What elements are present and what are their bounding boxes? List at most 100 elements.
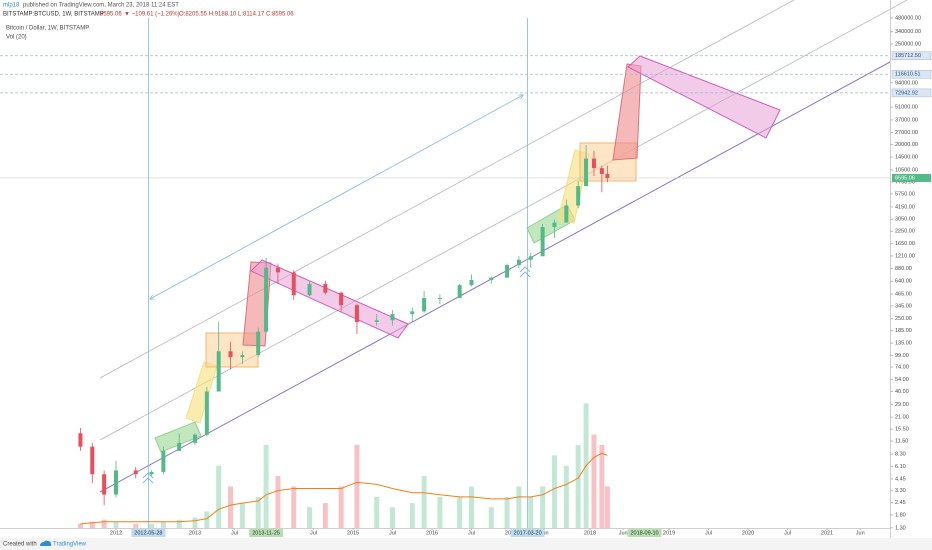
- candle-body: [90, 446, 95, 475]
- y-tick-label: 10500.00: [895, 167, 918, 173]
- candle-body: [177, 442, 182, 451]
- x-tick-label: 2013: [189, 530, 201, 536]
- ohlc: O:8205.55 H:9188.10 L:8114.17 C:8595.06: [179, 12, 294, 18]
- date-label: 2017-03-20: [514, 530, 542, 536]
- volume-bar: [604, 486, 610, 528]
- date-label: 2013-11-25: [252, 530, 280, 536]
- volume-bar: [160, 521, 166, 528]
- volume-bar: [504, 496, 510, 528]
- date-label: 2018-09-10: [630, 530, 658, 536]
- y-tick-label: 15.50: [895, 427, 909, 433]
- volume-bar: [192, 517, 198, 528]
- volume-bar: [89, 521, 95, 528]
- change: ▼ −109.61 (−1.26%): [124, 12, 180, 18]
- candle-body: [591, 158, 596, 169]
- y-tick-label: 4150.00: [895, 204, 915, 210]
- candle-body: [528, 256, 533, 260]
- candle-body: [113, 470, 118, 495]
- volume-bar: [421, 476, 427, 528]
- volume-bar: [409, 503, 415, 528]
- x-tick-label: Jun: [856, 530, 865, 536]
- y-tick-label: 340000.00: [895, 29, 921, 35]
- last-price-label-bg: [892, 173, 931, 182]
- y-tick-label: 4.45: [895, 476, 906, 482]
- candle-body: [374, 320, 379, 322]
- volume-bar: [275, 476, 281, 528]
- candle-body: [240, 355, 245, 358]
- date-label-bg: [627, 529, 662, 537]
- y-tick-label: 1.30: [895, 525, 906, 531]
- candle-body: [437, 298, 442, 300]
- y-tick-label: 345.00: [895, 303, 912, 309]
- y-tick-label: 27000.00: [895, 130, 918, 136]
- candle-body: [307, 283, 312, 296]
- x-tick-label: 2018: [584, 530, 596, 536]
- candle-body: [422, 298, 427, 312]
- candle-body: [469, 280, 474, 286]
- date-label-bg: [510, 529, 545, 537]
- x-tick-label: Jun: [619, 530, 628, 536]
- candle-body: [339, 292, 344, 306]
- volume-bar: [216, 465, 222, 528]
- volume-bar: [591, 434, 597, 528]
- x-tick-label: Jul: [231, 530, 238, 536]
- volume-bar: [469, 486, 475, 528]
- x-tick-label: Jul: [310, 530, 317, 536]
- y-tick-label: 20000.00: [895, 142, 918, 148]
- last-price-label: 8595.06: [895, 175, 915, 181]
- candle-body: [78, 433, 83, 447]
- volume-bar: [599, 444, 605, 528]
- x-tick-label: 2012: [110, 530, 122, 536]
- volume-bar: [516, 486, 522, 528]
- y-tick-label: 99.00: [895, 353, 909, 359]
- y-tick-label: 480000.00: [895, 15, 921, 21]
- published: published on TradingView.com, March 23, …: [23, 3, 179, 9]
- candle-body: [291, 272, 296, 296]
- y-tick-label: 2.45: [895, 500, 906, 506]
- level-label-bg: [891, 69, 932, 79]
- volume-bar: [338, 486, 344, 528]
- y-tick-label: 135.00: [895, 341, 912, 347]
- y-tick-label: 1650.00: [895, 241, 915, 247]
- footer-created: Created with: [3, 542, 37, 548]
- footer-brand: TradingView: [53, 542, 87, 548]
- y-tick-label: 1.80: [895, 512, 906, 518]
- y-tick-label: 880.00: [895, 266, 912, 272]
- logo: [40, 540, 52, 546]
- volume-bar: [488, 507, 494, 528]
- y-tick-label: 1210.00: [895, 253, 915, 259]
- box-pink: [250, 259, 409, 339]
- box-pink: [627, 55, 781, 139]
- volume-bar: [255, 496, 261, 528]
- y-tick-label: 640.00: [895, 279, 912, 285]
- volume-bar: [540, 486, 546, 528]
- x-tick-label: 2016: [426, 530, 438, 536]
- x-tick-label: Jul: [784, 530, 791, 536]
- candle-body: [540, 227, 545, 257]
- y-tick-label: 40.00: [895, 389, 909, 395]
- level-label-bg: [891, 51, 932, 60]
- candle-body: [192, 434, 197, 443]
- candle-body: [161, 450, 166, 472]
- level-label: 116610.51: [895, 72, 921, 78]
- volume-bar: [204, 511, 210, 528]
- volume-bar: [149, 523, 155, 528]
- candle-body: [605, 173, 610, 178]
- volume-ma-line: [80, 452, 608, 525]
- candle-body: [216, 351, 221, 392]
- candle-body: [149, 471, 154, 475]
- candle-body: [584, 158, 589, 187]
- y-tick-label: 3.30: [895, 488, 906, 494]
- volume-bar: [437, 496, 443, 528]
- chart-title: Bitcoin / Dollar, 1W, BITSTAMP: [6, 26, 89, 32]
- candle-body: [354, 305, 359, 322]
- symbol: BITSTAMP:BTCUSD, 1W, BITSTAMP: [3, 12, 104, 18]
- volume-bar: [101, 519, 107, 528]
- y-tick-label: 14500.00: [895, 155, 918, 161]
- last-price: 8595.06: [100, 12, 122, 18]
- candle-body: [102, 474, 107, 495]
- y-tick-label: 54.00: [895, 377, 909, 383]
- y-tick-label: 250.00: [895, 316, 912, 322]
- candle-body: [264, 267, 269, 332]
